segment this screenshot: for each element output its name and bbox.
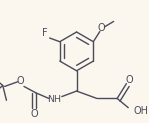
Text: O: O [125, 75, 133, 85]
Text: F: F [42, 28, 48, 38]
Text: O: O [98, 23, 105, 33]
Text: OH: OH [134, 106, 149, 116]
Text: NH: NH [47, 95, 61, 104]
Text: O: O [30, 109, 38, 119]
Text: O: O [17, 76, 24, 86]
